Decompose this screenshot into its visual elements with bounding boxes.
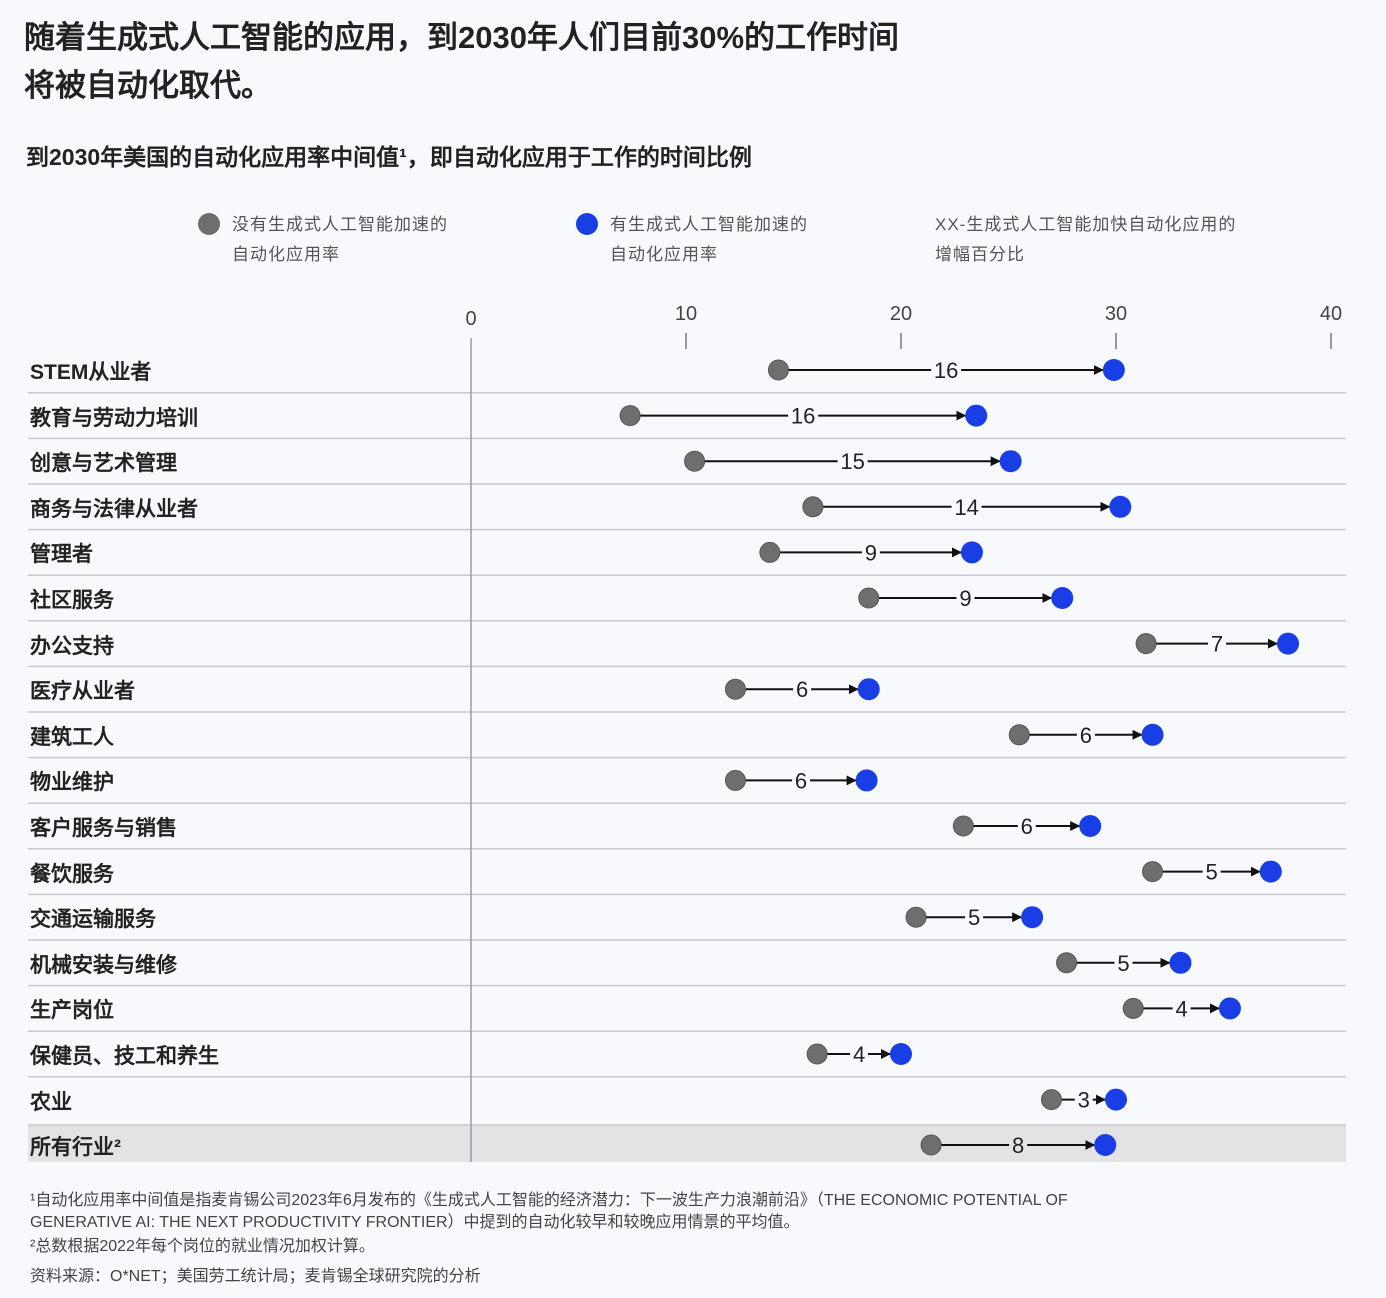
increase-label: 15 [840,449,864,474]
increase-label: 5 [1206,860,1218,885]
category-label: 餐饮服务 [30,862,114,886]
increase-label: 14 [954,495,978,520]
without-genai-point [806,1043,828,1065]
increase-label: 6 [795,768,807,793]
category-label: 创意与艺术管理 [30,452,177,476]
category-label: STEM从业者 [30,361,152,384]
with-genai-point [1277,632,1299,655]
increase-label: 9 [959,586,971,611]
category-label: 客户服务与销售 [30,817,177,840]
without-genai-point [724,769,746,791]
with-genai-point [1079,815,1102,837]
category-label: 教育与劳动力培训 [30,406,198,430]
without-genai-point [920,1134,942,1156]
footnote-2: ²总数根据2022年每个岗位的就业情况加权计算。 [30,1238,375,1255]
increase-label: 7 [1211,632,1223,657]
legend-text: 自动化应用率 [610,245,718,264]
without-genai-point [619,405,641,427]
without-genai-point [724,678,746,700]
category-label: 商务与法律从业者 [30,497,198,521]
increase-label: 4 [1175,996,1187,1021]
source-note: 资料来源：O*NET；美国劳工统计局；麦肯锡全球研究院的分析 [30,1268,481,1285]
category-label: 办公支持 [30,634,114,658]
page-title: 随着生成式人工智能的应用，到2030年人们目前30%的工作时间 将被自动化取代。 [24,14,1124,110]
legend-without-genai: 没有生成式人工智能加速的 自动化应用率 [198,210,448,270]
without-genai-point [767,359,789,381]
x-tick-label: 30 [1105,303,1127,325]
legend-text: 没有生成式人工智能加速的 [232,215,448,234]
increase-label: 4 [853,1042,865,1067]
blue-dot-icon [576,213,598,235]
legend-text: 增幅百分比 [935,245,1025,264]
with-genai-point [960,541,983,564]
with-genai-point [855,769,878,792]
increase-label: 3 [1078,1088,1090,1113]
increase-label: 6 [1080,723,1092,748]
without-genai-point [802,496,824,518]
without-genai-point [1041,1089,1062,1111]
category-label: 机械安装与维修 [30,953,177,977]
category-label: 农业 [30,1090,72,1114]
without-genai-point [1122,997,1144,1019]
increase-label: 16 [791,404,815,429]
category-label: 社区服务 [30,589,114,612]
with-genai-point [1094,1134,1117,1156]
legend-text: 自动化应用率 [232,245,340,264]
x-tick-label: 40 [1320,303,1342,325]
category-label: 交通运输服务 [30,908,156,932]
with-genai-point [1218,997,1241,1020]
gray-dot-icon [198,213,220,235]
category-label: 建筑工人 [30,725,114,749]
without-genai-point [759,541,781,563]
x-tick-label: 20 [890,303,912,325]
without-genai-point [1135,633,1157,655]
footnote-1: ¹自动化应用率中间值是指麦肯锡公司2023年6月发布的《生成式人工智能的经济潜力… [30,1192,1068,1209]
legend-with-genai: 有生成式人工智能加速的 自动化应用率 [576,210,808,270]
legend-text: 有生成式人工智能加速的 [610,215,808,234]
with-genai-point [1102,359,1125,381]
category-label: 医疗从业者 [30,680,135,704]
total-row-background [28,1125,1346,1162]
without-genai-point [1056,952,1078,974]
footnote-1-cont: GENERATIVE AI: THE NEXT PRODUCTIVITY FRO… [30,1214,800,1231]
legend-increase: XX-生成式人工智能加快自动化应用的 增幅百分比 [935,210,1236,270]
with-genai-point [1169,951,1192,974]
without-genai-point [1142,861,1164,883]
legend-text: XX-生成式人工智能加快自动化应用的 [935,215,1237,234]
x-tick-label: 10 [675,303,697,325]
chart-title: 到2030年美国的自动化应用率中间值¹，即自动化应用于工作的时间比例 [26,144,752,170]
without-genai-point [952,815,974,837]
with-genai-point [1109,495,1132,518]
x-tick-label: 0 [465,308,476,330]
increase-label: 16 [934,358,958,383]
increase-label: 5 [1117,951,1129,976]
with-genai-point [965,404,988,427]
category-label: 生产岗位 [30,999,114,1023]
without-genai-point [905,906,927,928]
increase-label: 6 [1021,814,1033,839]
with-genai-point [1141,723,1164,746]
without-genai-point [1008,724,1030,746]
category-label: 管理者 [30,543,93,567]
category-label: 物业维护 [30,771,114,795]
increase-label: 9 [865,540,877,565]
with-genai-point [857,678,880,701]
without-genai-point [684,450,706,472]
title-line-2: 将被自动化取代。 [24,68,272,103]
increase-label: 8 [1012,1133,1024,1158]
increase-label: 5 [968,905,980,930]
without-genai-point [858,587,880,609]
category-label: 所有行业² [30,1136,121,1159]
category-label: 保健员、技工和养生 [30,1045,219,1068]
title-line-1: 随着生成式人工智能的应用，到2030年人们目前30%的工作时间 [24,20,900,55]
with-genai-point [890,1043,912,1065]
with-genai-point [1105,1088,1127,1111]
with-genai-point [1259,860,1282,883]
with-genai-point [1051,587,1074,609]
increase-label: 6 [796,677,808,702]
with-genai-point [999,450,1022,473]
with-genai-point [1021,906,1044,929]
